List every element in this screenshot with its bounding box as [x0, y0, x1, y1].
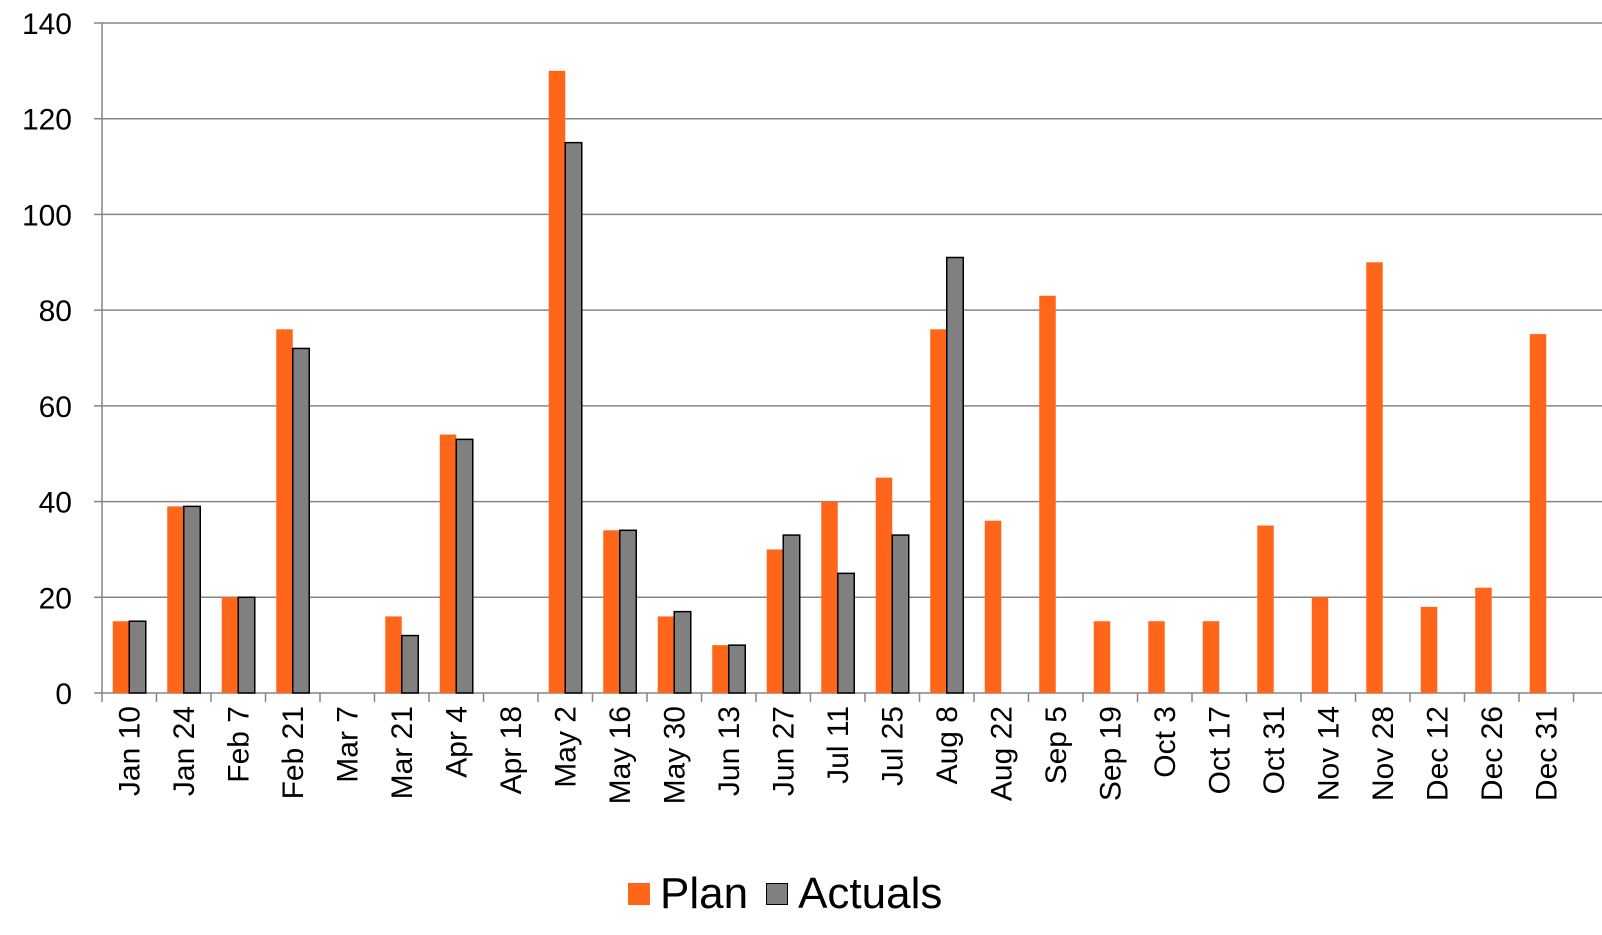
bar-plan-dec-26	[1475, 587, 1492, 693]
bar-plan-oct-17	[1202, 621, 1220, 693]
bar-plan-feb-7	[221, 597, 239, 693]
legend-item-plan: Plan	[628, 872, 748, 916]
x-tick-label: Jul 25	[876, 706, 909, 786]
bar-plan-nov-28	[1366, 262, 1383, 693]
legend-label-plan: Plan	[660, 869, 749, 918]
bar-actuals-feb-7	[237, 596, 256, 694]
x-tick-label: May 16	[604, 706, 637, 804]
bar-plan-aug-8	[930, 329, 947, 693]
x-tick-label: Nov 28	[1367, 706, 1400, 801]
bar-actuals-jul-11	[837, 572, 855, 694]
bar-actuals-feb-21	[292, 347, 310, 694]
bar-plan-jul-11	[821, 501, 838, 693]
x-tick-label: Oct 31	[1258, 706, 1291, 794]
legend-label-actuals: Actuals	[798, 869, 943, 918]
bar-actuals-jun-27	[782, 534, 801, 694]
bar-actuals-jun-13	[728, 644, 746, 694]
bar-plan-mar-21	[385, 616, 402, 693]
bar-plan-may-2	[548, 70, 566, 694]
y-tick-label: 80	[39, 295, 72, 328]
x-tick-label: Mar 7	[331, 706, 364, 783]
bar-plan-aug-22	[984, 520, 1002, 693]
y-tick-labels: 0 20 40 60 80 100 120 140	[22, 8, 102, 711]
y-tick-label: 120	[22, 104, 72, 137]
bar-plan-oct-3	[1148, 621, 1165, 693]
bar-actuals-apr-4	[455, 438, 474, 694]
bar-plan-jan-24	[167, 506, 184, 693]
y-tick-label: 0	[55, 678, 72, 711]
legend-swatch-plan	[628, 883, 650, 905]
bar-plan-may-30	[657, 616, 675, 693]
bar-plan-jan-10	[112, 621, 130, 693]
x-tick-label: Nov 14	[1312, 706, 1345, 801]
x-tick-label: Oct 3	[1149, 706, 1182, 778]
y-tick-label: 140	[22, 8, 72, 41]
x-tick-label: Jun 27	[767, 706, 800, 796]
x-tick-label: Jan 10	[113, 706, 146, 796]
x-tick-label: Apr 18	[495, 706, 528, 794]
bars	[112, 70, 1547, 694]
gridlines	[102, 22, 1602, 599]
legend-item-actuals: Actuals	[766, 872, 942, 916]
bar-actuals-mar-21	[401, 634, 419, 694]
bar-plan-jun-13	[712, 645, 729, 693]
x-tick-label: May 2	[549, 706, 582, 788]
x-tick-label: Sep 19	[1094, 706, 1127, 801]
x-tick-label: Feb 7	[222, 706, 255, 783]
bar-actuals-jan-24	[183, 505, 201, 694]
x-tick-label: Jan 24	[168, 706, 201, 796]
x-tick-label: Dec 31	[1530, 706, 1563, 801]
x-tick-label: Jun 13	[713, 706, 746, 796]
bar-plan-sep-19	[1093, 621, 1111, 693]
bar-plan-nov-14	[1311, 597, 1329, 693]
bar-plan-sep-5	[1039, 295, 1056, 693]
x-tick-label: Feb 21	[277, 706, 310, 799]
x-tick-marks	[101, 693, 1575, 702]
bar-actuals-jan-10	[128, 620, 147, 694]
x-tick-label: Dec 12	[1421, 706, 1454, 801]
x-tick-label: Mar 21	[386, 706, 419, 799]
bar-plan-jul-25	[875, 477, 893, 693]
bar-actuals-may-2	[564, 141, 583, 694]
bar-actuals-may-30	[673, 610, 692, 694]
bar-plan-dec-31	[1529, 334, 1547, 693]
bar-plan-may-16	[603, 530, 620, 693]
x-tick-label: Jul 11	[822, 706, 855, 784]
legend-swatch-actuals	[766, 883, 789, 905]
bar-actuals-may-16	[619, 529, 637, 694]
x-tick-label: Apr 4	[440, 706, 473, 778]
x-tick-label: Sep 5	[1040, 706, 1073, 784]
y-tick-label: 20	[39, 582, 72, 615]
x-tick-label: Aug 8	[931, 706, 964, 784]
x-tick-label: May 30	[658, 706, 691, 804]
y-tick-label: 40	[39, 487, 72, 520]
bar-actuals-jul-25	[891, 534, 910, 694]
y-tick-label: 100	[22, 199, 72, 232]
x-tick-labels: Jan 10 Jan 24 Feb 7 Feb 21 Mar 7 Mar 21 Apr 4 A…	[113, 706, 1563, 804]
bar-actuals-aug-8	[946, 256, 964, 694]
x-tick-label: Aug 22	[985, 706, 1018, 801]
bar-plan-apr-4	[439, 434, 457, 693]
legend: Plan Actuals	[628, 872, 960, 916]
bar-plan-feb-21	[276, 329, 293, 693]
y-tick-label: 60	[39, 391, 72, 424]
bar-plan-oct-31	[1257, 525, 1274, 693]
bar-plan-jun-27	[766, 549, 784, 693]
x-tick-label: Dec 26	[1476, 706, 1509, 801]
bar-plan-dec-12	[1420, 606, 1438, 693]
x-tick-label: Oct 17	[1203, 706, 1236, 794]
